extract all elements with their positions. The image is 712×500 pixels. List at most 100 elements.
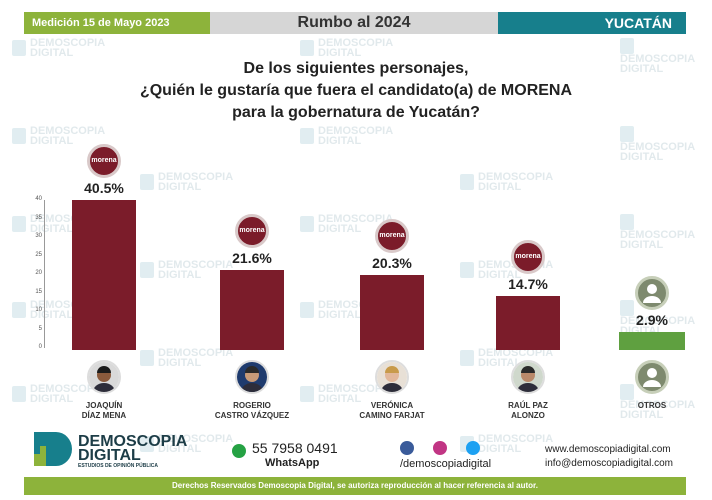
demoscopia-logo-icon [34, 432, 72, 466]
watermark-logo-icon [620, 38, 634, 54]
watermark-line-1: DEMOSCOPIA [318, 299, 394, 311]
watermark-line-1: DEMOSCOPIA [30, 383, 106, 395]
phone-number: 55 7958 0491 [252, 440, 338, 456]
watermark-line-2: DIGITAL [620, 151, 664, 163]
value-label: 20.3% [372, 254, 412, 271]
question-line-1: De los siguientes personajes, [243, 60, 469, 77]
morena-logo-icon: morena [87, 144, 121, 179]
watermark-line-1: DEMOSCOPIA [620, 141, 696, 153]
candidate-name-line: ALONZO [511, 411, 545, 420]
y-tick-label: 40 [35, 196, 42, 202]
candidate-name: OTROS [597, 401, 707, 411]
morena-logo-icon: morena [511, 239, 545, 274]
watermark-line-2: DIGITAL [620, 239, 664, 251]
y-tick-label: 0 [38, 344, 42, 350]
date-label: Medición 15 de Mayo 2023 [24, 12, 210, 34]
y-tick-label: 10 [35, 307, 42, 313]
morena-logo-icon: morena [235, 214, 269, 249]
watermark-logo-icon [300, 386, 314, 402]
email[interactable]: info@demoscopiadigital.com [545, 458, 673, 469]
watermark-logo-icon [140, 262, 154, 278]
candidate-photo [375, 360, 409, 394]
candidate-name: VERÓNICA CAMINO FARJAT [337, 401, 447, 421]
watermark-logo-icon [620, 300, 634, 316]
candidate-name: ROGERIO CASTRO VÁZQUEZ [197, 401, 307, 421]
watermark-line-1: DEMOSCOPIA [30, 213, 106, 225]
facebook-icon[interactable] [400, 441, 414, 455]
candidate-name-line: RAÚL PAZ [508, 401, 548, 410]
watermark-line-1: DEMOSCOPIA [318, 383, 394, 395]
watermark-logo-icon [140, 174, 154, 190]
state-label: YUCATÁN [498, 12, 686, 34]
value-label: 2.9% [636, 312, 668, 328]
brand-name-1: DEMOSCOPIA [78, 433, 188, 450]
candidate-name: RAÚL PAZ ALONZO [473, 401, 583, 421]
watermark-line-2: DIGITAL [30, 309, 74, 321]
watermark-line-2: DIGITAL [158, 269, 202, 281]
watermark-logo-icon [300, 40, 314, 56]
website[interactable]: www.demoscopiadigital.com [545, 444, 671, 455]
candidate-photo [511, 360, 545, 394]
watermark-line-1: DEMOSCOPIA [620, 53, 696, 65]
watermark-line-2: DIGITAL [158, 357, 202, 369]
header-bar: Medición 15 de Mayo 2023 Rumbo al 2024 Y… [0, 12, 712, 34]
value-label: 14.7% [508, 275, 548, 292]
watermark-line-2: DIGITAL [30, 135, 74, 147]
y-tick-label: 35 [35, 214, 42, 221]
brand-tagline: ESTUDIOS DE OPINIÓN PÚBLICA [78, 463, 159, 469]
watermark-line-2: DIGITAL [478, 269, 522, 281]
watermark-logo-icon [300, 128, 314, 144]
watermark-line-2: DIGITAL [318, 47, 362, 59]
watermark-line-1: DEMOSCOPIA [30, 125, 106, 137]
watermark-line-1: DEMOSCOPIA [318, 37, 394, 49]
header-title: Rumbo al 2024 [210, 12, 498, 34]
watermark-line-1: DEMOSCOPIA [158, 259, 234, 271]
watermark-line-2: DIGITAL [478, 443, 522, 455]
watermark-logo-icon [460, 262, 474, 278]
watermark-line-2: DIGITAL [158, 181, 202, 193]
bar [72, 200, 136, 350]
candidate-name: JOAQUÍN DÍAZ MENA [49, 401, 159, 421]
instagram-icon[interactable] [433, 441, 447, 455]
candidate-photo [87, 360, 121, 394]
twitter-icon[interactable] [466, 441, 480, 455]
watermark-line-1: DEMOSCOPIA [478, 433, 554, 445]
value-label: 21.6% [232, 250, 272, 267]
y-tick-label: 15 [35, 288, 42, 295]
bar [619, 332, 685, 350]
watermark-line-1: DEMOSCOPIA [158, 433, 234, 445]
social-handle: /demoscopiadigital [400, 458, 492, 470]
watermark-line-2: DIGITAL [620, 325, 664, 337]
candidate-name-line: JOAQUÍN [85, 401, 123, 410]
person-icon [635, 276, 669, 310]
whatsapp-icon [232, 444, 246, 458]
bar [496, 295, 560, 350]
watermark-line-1: DEMOSCOPIA [30, 37, 106, 49]
watermark-logo-icon [12, 40, 26, 56]
watermark-line-2: DIGITAL [30, 47, 74, 59]
watermark-line-2: DIGITAL [318, 223, 362, 235]
watermark-line-2: DIGITAL [478, 357, 522, 369]
